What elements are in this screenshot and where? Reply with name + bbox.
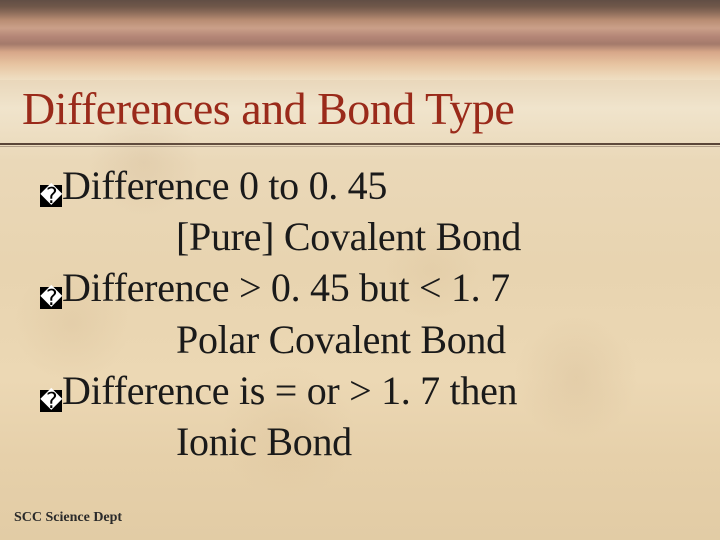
body-text: Polar Covalent Bond <box>176 317 506 362</box>
title-underline <box>0 143 720 145</box>
slide-container: Differences and Bond Type � Difference 0… <box>0 0 720 540</box>
bullet-icon: � <box>40 390 62 412</box>
bullet-icon: � <box>40 185 62 207</box>
title-underline-shadow <box>0 146 720 147</box>
body-text: Ionic Bond <box>176 419 352 464</box>
body-line-1: � Difference 0 to 0. 45 <box>40 160 700 211</box>
top-decorative-band <box>0 0 720 80</box>
slide-title: Differences and Bond Type <box>22 82 514 135</box>
footer-text: SCC Science Dept <box>14 510 122 526</box>
body-line-5: � Difference is = or > 1. 7 then <box>40 365 700 416</box>
slide-body: � Difference 0 to 0. 45 [Pure] Covalent … <box>40 160 700 467</box>
body-text: [Pure] Covalent Bond <box>176 214 521 259</box>
body-text: Difference is = or > 1. 7 then <box>62 365 517 416</box>
body-text: Difference 0 to 0. 45 <box>62 160 387 211</box>
body-line-2: [Pure] Covalent Bond <box>40 211 700 262</box>
body-line-6: Ionic Bond <box>40 416 700 467</box>
body-line-3: � Difference > 0. 45 but < 1. 7 <box>40 262 700 313</box>
bullet-icon: � <box>40 287 62 309</box>
body-line-4: Polar Covalent Bond <box>40 314 700 365</box>
body-text: Difference > 0. 45 but < 1. 7 <box>62 262 510 313</box>
